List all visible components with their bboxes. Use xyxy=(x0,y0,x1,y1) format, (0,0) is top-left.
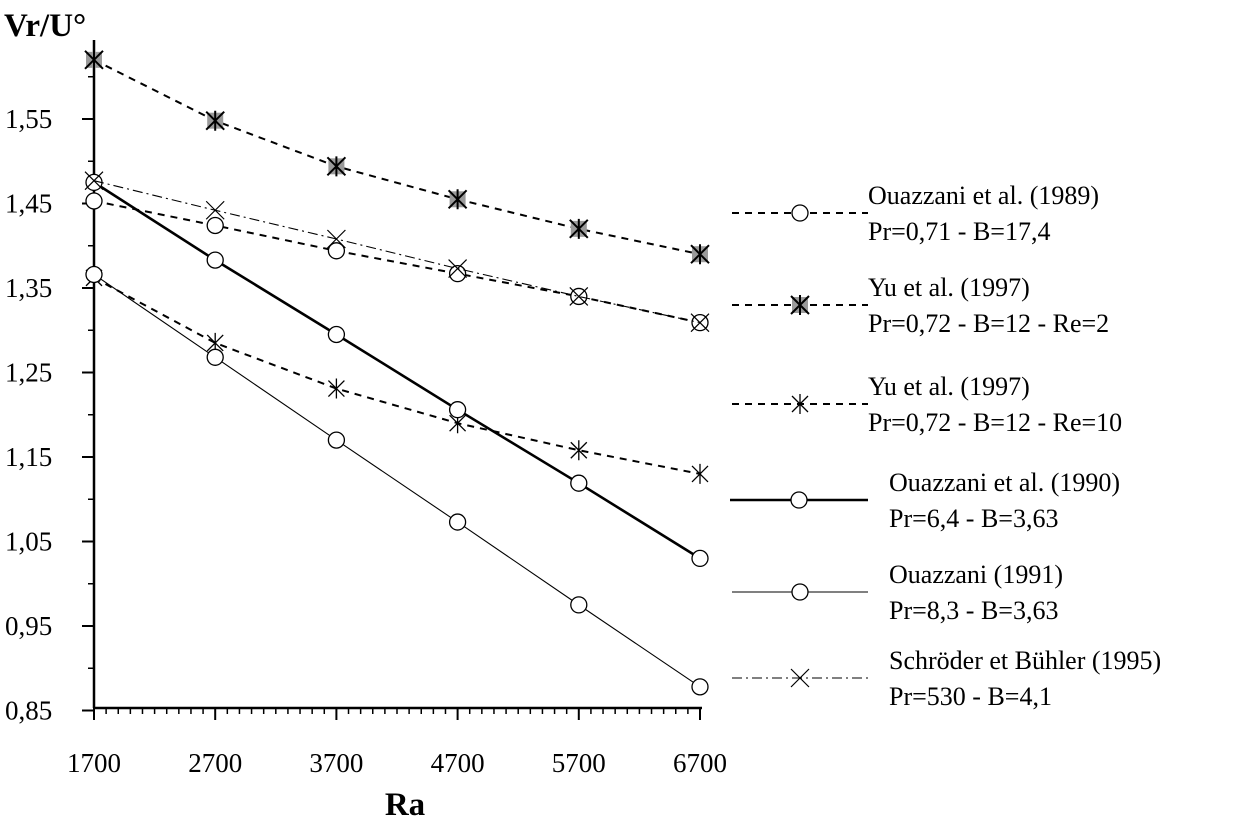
marker-cross xyxy=(84,171,104,191)
y-tick-label: 0,85 xyxy=(5,696,52,726)
series-1 xyxy=(85,192,709,332)
y-tick-label: 1,05 xyxy=(5,527,52,557)
marker-asterisk xyxy=(570,440,588,461)
series-layer xyxy=(84,49,710,696)
legend-label: Yu et al. (1997) xyxy=(868,273,1030,302)
series-line xyxy=(93,58,701,256)
legend-params: Pr=0,72 - B=12 - Re=2 xyxy=(868,309,1109,338)
legend-label: Schröder et Bühler (1995) xyxy=(889,646,1161,675)
marker-circle xyxy=(691,678,709,696)
series-6 xyxy=(84,171,710,333)
marker-asterisk xyxy=(327,378,345,399)
legend-entry-6: Schröder et Bühler (1995) Pr=530 - B=4,1 xyxy=(732,646,1161,711)
axes: 1700 2700 3700 4700 5700 6700 0,85 0,95 1,05 1,15… xyxy=(5,40,727,778)
marker-circle xyxy=(448,264,467,283)
series-5 xyxy=(85,265,709,696)
legend-params: Pr=530 - B=4,1 xyxy=(889,682,1052,711)
legend-label: Ouazzani (1991) xyxy=(889,560,1063,589)
marker-cross xyxy=(790,668,810,688)
marker-star xyxy=(569,218,589,239)
x-tick-label: 4700 xyxy=(431,748,485,778)
marker-star xyxy=(790,295,810,315)
marker-circle xyxy=(448,513,467,531)
marker-circle xyxy=(791,583,809,601)
marker-circle xyxy=(327,242,346,260)
legend-params: Pr=0,72 - B=12 - Re=10 xyxy=(868,408,1122,437)
series-line xyxy=(93,181,701,560)
marker-cross xyxy=(569,287,589,306)
marker-cross xyxy=(205,200,225,220)
marker-circle xyxy=(790,491,808,509)
marker-circle xyxy=(570,596,588,614)
y-tick-label: 1,55 xyxy=(5,104,52,134)
legend-entry-4: Ouazzani et al. (1990) Pr=6,4 - B=3,63 xyxy=(730,468,1120,533)
marker-cross xyxy=(448,259,468,278)
marker-circle xyxy=(448,401,467,419)
x-tick-label: 3700 xyxy=(309,748,363,778)
series-line xyxy=(93,180,701,324)
series-line xyxy=(93,276,701,475)
marker-asterisk xyxy=(691,463,709,484)
series-line xyxy=(93,274,701,688)
series-3 xyxy=(85,267,709,484)
marker-circle xyxy=(791,204,809,222)
y-tick-label: 0,95 xyxy=(5,611,52,641)
marker-cross xyxy=(326,229,346,249)
legend-entry-2: Yu et al. (1997) Pr=0,72 - B=12 - Re=2 xyxy=(732,273,1109,338)
x-tick-label: 5700 xyxy=(552,748,606,778)
y-tick-label: 1,15 xyxy=(5,442,52,472)
legend-label: Ouazzani et al. (1989) xyxy=(868,181,1099,210)
legend-label: Yu et al. (1997) xyxy=(868,372,1030,401)
series-2 xyxy=(84,49,710,265)
legend-entry-5: Ouazzani (1991) Pr=8,3 - B=3,63 xyxy=(732,560,1063,625)
legend-entry-1: Ouazzani et al. (1989) Pr=0,71 - B=17,4 xyxy=(732,181,1099,246)
marker-circle xyxy=(327,325,346,344)
marker-circle xyxy=(206,251,224,269)
marker-star xyxy=(84,49,104,70)
marker-circle xyxy=(85,192,103,210)
y-axis-title: Vr/U° xyxy=(4,8,86,44)
x-tick-label: 1700 xyxy=(67,748,121,778)
marker-asterisk xyxy=(791,394,809,414)
x-tick-label: 6700 xyxy=(673,748,727,778)
y-tick-label: 1,45 xyxy=(5,189,52,219)
legend-entry-3: Yu et al. (1997) Pr=0,72 - B=12 - Re=10 xyxy=(732,372,1122,437)
x-tick-label: 2700 xyxy=(188,748,242,778)
legend-label: Ouazzani et al. (1990) xyxy=(889,468,1120,497)
y-tick-label: 1,35 xyxy=(5,273,52,303)
series-4 xyxy=(85,173,709,568)
marker-star xyxy=(326,156,347,177)
marker-star xyxy=(205,110,225,131)
series-line xyxy=(93,199,701,324)
marker-circle xyxy=(206,216,224,235)
marker-star xyxy=(690,244,710,265)
legend-params: Pr=8,3 - B=3,63 xyxy=(889,596,1058,625)
marker-circle xyxy=(85,265,103,284)
marker-circle xyxy=(691,549,709,568)
marker-circle xyxy=(206,348,224,366)
marker-circle xyxy=(570,474,588,492)
y-tick-label: 1,25 xyxy=(5,358,52,388)
marker-cross xyxy=(690,313,710,333)
marker-circle xyxy=(327,431,346,449)
marker-star xyxy=(447,189,468,210)
legend-params: Pr=6,4 - B=3,63 xyxy=(889,504,1058,533)
x-axis-title: Ra xyxy=(385,787,425,823)
legend-params: Pr=0,71 - B=17,4 xyxy=(868,217,1050,246)
legend: Ouazzani et al. (1989) Pr=0,71 - B=17,4 Yu… xyxy=(730,181,1161,711)
